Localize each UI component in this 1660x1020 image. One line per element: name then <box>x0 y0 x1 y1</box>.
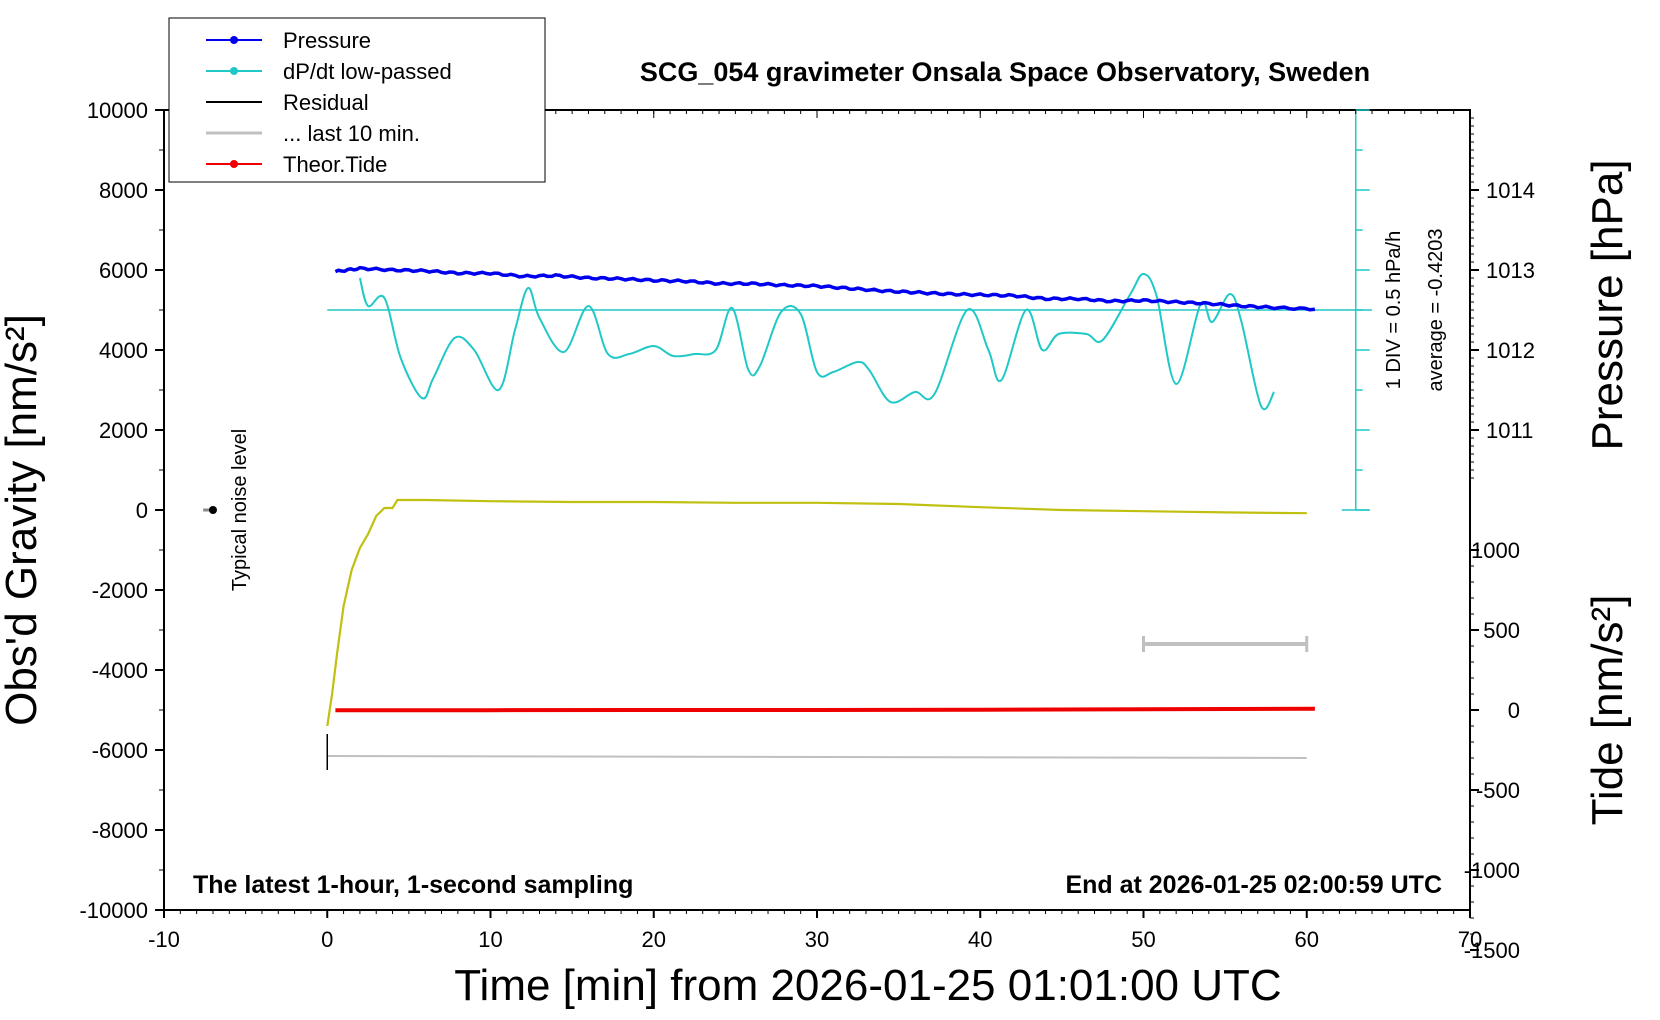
legend-label: dP/dt low-passed <box>283 59 452 84</box>
series-layer <box>203 109 1373 770</box>
annotation-sampling: The latest 1-hour, 1-second sampling <box>193 871 633 899</box>
pressure-tick-label: 1011 <box>1486 418 1533 443</box>
tide-tick-label: 1000 <box>1471 538 1520 563</box>
x-tick-label: 20 <box>642 927 666 952</box>
legend-label: Residual <box>283 90 369 115</box>
y-left-tick-label: 0 <box>136 498 148 523</box>
y-left-tick-label: -4000 <box>92 658 148 683</box>
noise-level-dot <box>208 506 217 514</box>
legend-swatch-dot <box>230 160 238 168</box>
y-left-tick-label: 10000 <box>87 98 148 123</box>
tide-tick-label: 500 <box>1483 618 1520 643</box>
pressure-tick-label: 1012 <box>1486 338 1535 363</box>
y-axis-pressure-label: Pressure [hPa] <box>1583 159 1632 450</box>
series-residual-line <box>326 498 1307 727</box>
x-tick-label: 70 <box>1458 927 1482 952</box>
annotation-scale-div: 1 DIV = 0.5 hPa/h <box>1383 231 1405 389</box>
y-axis-left-label: Obs'd Gravity [nm/s²] <box>0 314 46 726</box>
legend-label: Pressure <box>283 28 371 53</box>
x-tick-label: 30 <box>805 927 829 952</box>
legend: Pressure dP/dt low-passed Residual ... last… <box>168 17 546 183</box>
y-left-tick-label: -2000 <box>92 578 148 603</box>
series-pressure-line <box>334 265 1316 312</box>
series-dpdt-line <box>358 273 1275 411</box>
series-tide-line <box>335 706 1315 713</box>
ticks-layer: -10 0 10 20 30 40 50 60 701000080006000400020000… <box>79 98 1534 963</box>
y-left-tick-label: -8000 <box>92 818 148 843</box>
legend-label: ... last 10 min. <box>283 121 420 146</box>
plot-frame <box>163 109 1471 911</box>
tide-tick-label: 0 <box>1508 698 1520 723</box>
x-tick-label: 60 <box>1295 927 1319 952</box>
y-left-tick-label: 8000 <box>99 178 148 203</box>
tide-tick-label: -500 <box>1476 778 1520 803</box>
y-left-tick-label: -10000 <box>79 898 148 923</box>
annotation-end-time: End at 2026-01-25 02:00:59 UTC <box>1065 871 1442 899</box>
x-tick-label: 40 <box>968 927 992 952</box>
pressure-tick-label: 1013 <box>1486 258 1535 283</box>
y-left-tick-label: 4000 <box>99 338 148 363</box>
x-tick-label: 0 <box>321 927 333 952</box>
legend-label: Theor.Tide <box>283 152 387 177</box>
x-tick-label: 10 <box>478 927 502 952</box>
y-left-tick-label: 2000 <box>99 418 148 443</box>
x-tick-label: -10 <box>148 927 180 952</box>
legend-swatch-dot <box>230 67 238 75</box>
pressure-tick-label: 1014 <box>1486 178 1535 203</box>
annotation-noise-level: Typical noise level <box>229 429 251 591</box>
legend-box <box>168 17 546 183</box>
x-axis-label: Time [min] from 2026-01-25 01:01:00 UTC <box>454 961 1281 1010</box>
legend-swatch-dot <box>230 36 238 44</box>
series-offset-baseline <box>327 755 1307 759</box>
y-left-tick-label: -6000 <box>92 738 148 763</box>
y-axis-tide-label: Tide [nm/s²] <box>1583 595 1632 826</box>
chart-title: SCG_054 gravimeter Onsala Space Observat… <box>640 57 1370 87</box>
annotation-scale-average: average = -0.4203 <box>1425 229 1447 392</box>
x-tick-label: 50 <box>1131 927 1155 952</box>
y-left-tick-label: 6000 <box>99 258 148 283</box>
